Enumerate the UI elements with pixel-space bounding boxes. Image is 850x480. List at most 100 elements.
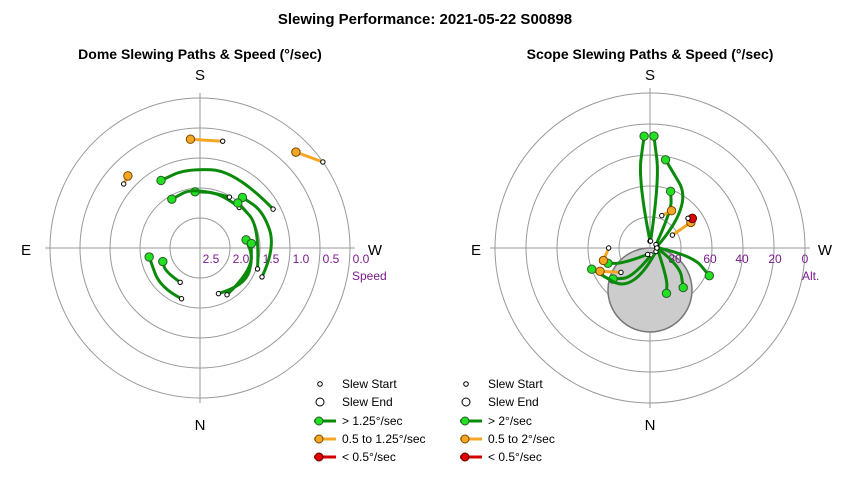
slew-path-fast (590, 249, 658, 286)
slew-end-marker (649, 131, 659, 141)
slew-path-fast (655, 246, 685, 290)
legend-start-marker (317, 381, 323, 387)
slew-path-fast (170, 189, 231, 201)
slew-start-marker (647, 238, 654, 244)
legend-end-marker (315, 397, 325, 407)
scope-tick: 20 (768, 252, 782, 266)
slew-path-fast (638, 134, 652, 243)
slew-end-marker (158, 256, 168, 267)
slew-start-marker (121, 181, 127, 187)
scope-legend: Slew Start Slew End > 2°/sec 0.5 to 2°/s… (460, 377, 555, 464)
slew-path-fast (147, 255, 183, 301)
scope-tick: 40 (735, 252, 749, 266)
legend-start-marker (463, 381, 469, 387)
slew-end-marker (660, 155, 671, 165)
dome-paths (121, 134, 326, 302)
slew-end-marker (233, 198, 243, 208)
slew-path-fast (236, 201, 260, 271)
dome-legend: Slew Start Slew End > 1.25°/sec 0.5 to 1… (314, 377, 426, 464)
legend-fast-marker (460, 416, 470, 426)
slew-end-marker (123, 171, 133, 181)
legend-label: Slew End (342, 395, 393, 409)
slew-start-marker (618, 269, 624, 276)
scope-tick: 0 (802, 252, 809, 266)
slew-start-marker (215, 290, 222, 297)
scope-tick: 60 (703, 252, 717, 266)
slew-path-fast (225, 242, 253, 297)
slew-start-marker (605, 245, 612, 251)
scope-panel: Scope Slewing Paths & Speed (°/sec) S N … (460, 46, 833, 464)
dome-dir-bottom: N (195, 417, 206, 434)
slew-end-marker (587, 264, 597, 274)
legend-label: Slew Start (488, 377, 543, 391)
dome-dir-left: E (21, 242, 31, 259)
dome-tick: 1.0 (293, 252, 310, 266)
slew-start-marker (320, 159, 326, 165)
dome-tick: 2.0 (233, 252, 250, 266)
slew-end-marker (167, 194, 177, 204)
scope-zenith-disc (607, 247, 693, 333)
legend-medium-marker (460, 434, 470, 444)
slew-start-marker (659, 212, 665, 219)
slew-path-fast (655, 158, 685, 249)
legend-slow-marker (314, 452, 324, 462)
legend-label: < 0.5°/sec (488, 450, 542, 464)
slew-start-marker (669, 232, 676, 238)
slew-path-fast (611, 253, 653, 281)
legend-medium-marker (314, 434, 324, 444)
slew-start-marker (178, 296, 185, 302)
slew-path-fast (240, 195, 273, 279)
dome-panel: Dome Slewing Paths & Speed (°/sec) S N E… (21, 46, 426, 464)
slew-start-marker (644, 251, 651, 258)
slew-end-marker (678, 282, 688, 293)
slew-end-marker (661, 288, 672, 299)
slew-end-marker (704, 270, 715, 281)
legend-label: Slew Start (342, 377, 397, 391)
scope-dir-right: W (818, 242, 833, 259)
slew-start-marker (226, 194, 233, 200)
legend-end-marker (461, 397, 471, 407)
slew-path-fast (159, 168, 275, 211)
slew-start-marker (259, 274, 265, 280)
dome-radial-ticks: 2.5 2.0 1.5 1.0 0.5 0.0 (203, 252, 370, 266)
slew-end-marker (666, 206, 677, 216)
dome-dir-right: W (368, 242, 383, 259)
scope-dir-bottom: N (645, 417, 656, 434)
slew-path-medium (294, 150, 325, 164)
slew-start-marker (685, 215, 691, 222)
dome-dir-top: S (195, 67, 205, 84)
dome-tick: 0.0 (353, 252, 370, 266)
legend-label: > 1.25°/sec (342, 414, 403, 428)
slew-end-marker (144, 252, 154, 262)
slew-path-fast (655, 245, 711, 278)
scope-radial-label: Alt. (802, 269, 819, 283)
dome-tick: 2.5 (203, 252, 220, 266)
slew-end-marker (246, 238, 257, 249)
slew-path-fast (649, 134, 659, 243)
legend-label: Slew End (488, 395, 539, 409)
dome-title: Dome Slewing Paths & Speed (°/sec) (78, 46, 322, 62)
dome-radial-label: Speed (352, 269, 387, 283)
slew-path-fast (655, 245, 669, 295)
legend-label: > 2°/sec (488, 414, 532, 428)
slew-start-marker (254, 266, 261, 272)
slew-start-marker (270, 206, 276, 212)
scope-dir-left: E (471, 242, 481, 259)
slew-start-marker (177, 279, 183, 285)
slew-end-marker (598, 255, 609, 266)
slew-path-fast (161, 260, 182, 284)
scope-radial-ticks: 80 60 40 20 0 (668, 252, 808, 266)
dome-grid (45, 93, 355, 403)
legend-label: 0.5 to 1.25°/sec (342, 432, 426, 446)
slew-end-marker (185, 134, 196, 144)
dome-tick: 0.5 (323, 252, 340, 266)
slew-end-marker (639, 131, 649, 141)
scope-paths (587, 131, 715, 299)
slew-end-marker (156, 175, 166, 186)
slew-start-marker (224, 292, 230, 298)
slew-start-marker (654, 245, 660, 251)
legend-fast-marker (314, 416, 324, 426)
slew-path-medium (189, 137, 225, 143)
legend-label: < 0.5°/sec (342, 450, 396, 464)
scope-dir-top: S (645, 67, 655, 84)
